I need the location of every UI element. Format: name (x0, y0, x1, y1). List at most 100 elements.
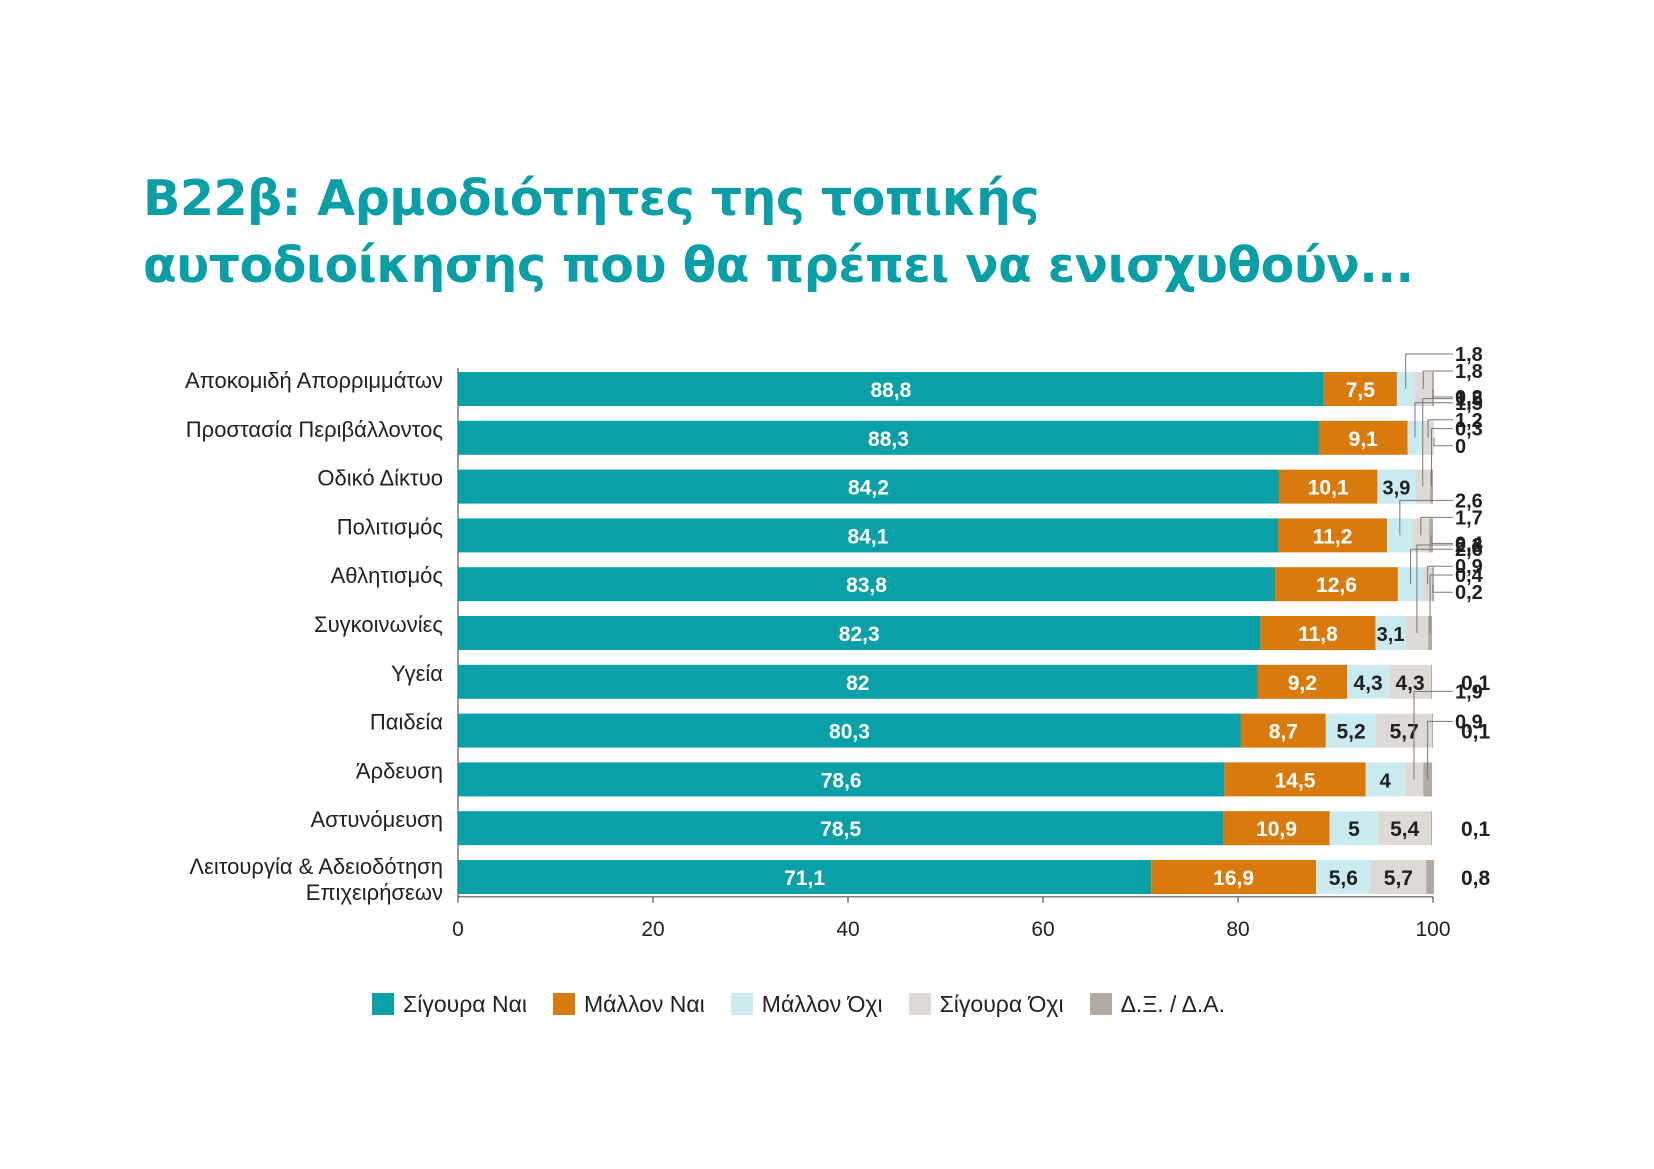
legend-label: Δ.Ξ. / Δ.Α. (1120, 990, 1226, 1017)
data-label: 0,8 (1461, 867, 1491, 890)
data-label: 0,4 (1455, 533, 1484, 555)
data-label: 5,7 (1384, 867, 1413, 890)
x-tick-label: 100 (1415, 918, 1450, 941)
data-label: 2,6 (1455, 490, 1483, 512)
bar-segment (1375, 616, 1406, 650)
leader-line (1432, 389, 1453, 398)
category-label: Λειτουργία & Αδειοδότηση (189, 854, 443, 879)
category-label: Επιχειρήσεων (306, 880, 443, 905)
data-label: 1,8 (1455, 361, 1483, 383)
bar-segment (1151, 860, 1316, 894)
data-label: 3,1 (1377, 624, 1405, 646)
data-label: 0,1 (1461, 672, 1491, 695)
legend-swatch (908, 993, 931, 1015)
leader-line (1429, 574, 1453, 633)
legend-label: Σίγουρα Όχι (939, 990, 1064, 1017)
bar-segment (458, 518, 1278, 553)
bar-segment (1377, 469, 1416, 504)
bar-segment (1224, 762, 1366, 797)
leader-line (1413, 690, 1453, 780)
x-tick-label: 80 (1226, 918, 1249, 941)
data-label: 82 (846, 672, 869, 695)
bar-segment (458, 713, 1241, 748)
data-label: 5,4 (1390, 818, 1420, 841)
data-label: 1,2 (1455, 410, 1483, 432)
leader-line (1427, 565, 1453, 585)
legend-item: Μάλλον Όχι (730, 990, 883, 1018)
data-label: 16,9 (1213, 867, 1254, 890)
data-label: 2,6 (1455, 539, 1483, 561)
category-label: Αθλητισμός (331, 563, 443, 588)
category-label: Υγεία (391, 661, 443, 686)
leader-line (1422, 398, 1453, 487)
data-label: 84,2 (848, 477, 889, 500)
data-label: 0,3 (1455, 419, 1483, 441)
data-label: 4,3 (1354, 672, 1383, 695)
data-label: 0,1 (1461, 721, 1491, 744)
bar-segment (458, 469, 1279, 504)
data-label: 10,9 (1256, 818, 1297, 841)
data-label: 1,7 (1455, 507, 1483, 529)
leader-line (1410, 548, 1453, 585)
bar-segment (1370, 860, 1427, 894)
data-label: 0,9 (1455, 556, 1483, 578)
legend-label: Μάλλον Όχι (761, 990, 883, 1017)
data-label: 0,4 (1455, 565, 1484, 587)
leader-line (1399, 499, 1453, 536)
data-label: 14,5 (1275, 769, 1316, 792)
leader-line (1414, 402, 1453, 438)
data-label: 2,3 (1455, 535, 1483, 557)
leader-line (1433, 437, 1453, 447)
bar-segment (1378, 811, 1432, 846)
x-tick-label: 20 (641, 918, 664, 941)
leader-line (1416, 544, 1453, 633)
leader-line (1431, 428, 1453, 487)
data-label: 12,6 (1316, 574, 1357, 597)
data-label: 5,6 (1329, 867, 1358, 890)
leader-line (1430, 535, 1453, 544)
leader-line (1420, 516, 1453, 536)
data-label: 0,2 (1455, 582, 1483, 604)
bar-segment (458, 811, 1224, 846)
data-label: 4,3 (1395, 672, 1424, 695)
data-label: 0,2 (1455, 387, 1483, 409)
category-label: Άρδευση (356, 758, 443, 783)
legend-item: Μάλλον Ναι (552, 991, 705, 1018)
bar-segment (1316, 860, 1371, 894)
bar-segment (1275, 567, 1398, 602)
data-label: 1,5 (1455, 389, 1483, 411)
bar-segment (1426, 860, 1434, 894)
bar-segment (1278, 469, 1378, 504)
bar-segment (1365, 762, 1405, 797)
leader-line (1432, 584, 1453, 593)
bar-segment (1257, 664, 1348, 699)
bar-segment (1318, 420, 1408, 455)
data-label: 80,3 (829, 721, 870, 744)
data-label: 1,8 (1455, 344, 1483, 366)
legend-swatch (552, 993, 575, 1015)
legend-item: Σίγουρα Όχι (908, 990, 1064, 1018)
chart-title-line-2: αυτοδιοίκησης που θα πρέπει να ενισχυθού… (143, 237, 1414, 294)
legend-swatch (372, 993, 394, 1015)
data-label: 78,5 (820, 818, 861, 841)
chart-title: B22β: Αρμοδιότητες της τοπικής αυτοδιοίκ… (143, 165, 1443, 299)
bar-segment (1260, 616, 1376, 650)
x-tick-label: 0 (452, 918, 464, 941)
bar-segment (1389, 664, 1432, 699)
bar-segment (1431, 664, 1433, 699)
bar-segment (458, 372, 1324, 406)
legend-item: Σίγουρα Ναι (372, 991, 527, 1018)
data-label: 1,9 (1455, 681, 1483, 703)
bar-segment (1431, 811, 1433, 846)
leader-line (1427, 419, 1453, 438)
legend-item: Δ.Ξ. / Δ.Α. (1089, 990, 1226, 1018)
bar-segment (1432, 713, 1433, 748)
category-label: Οδικό Δίκτυο (317, 466, 443, 491)
legend-swatch (730, 993, 753, 1015)
bar-segment (1376, 713, 1433, 748)
data-label: 5,7 (1390, 721, 1419, 744)
data-label: 9,2 (1288, 672, 1317, 695)
data-label: 11,8 (1298, 623, 1338, 646)
bar-segment (1323, 372, 1397, 406)
